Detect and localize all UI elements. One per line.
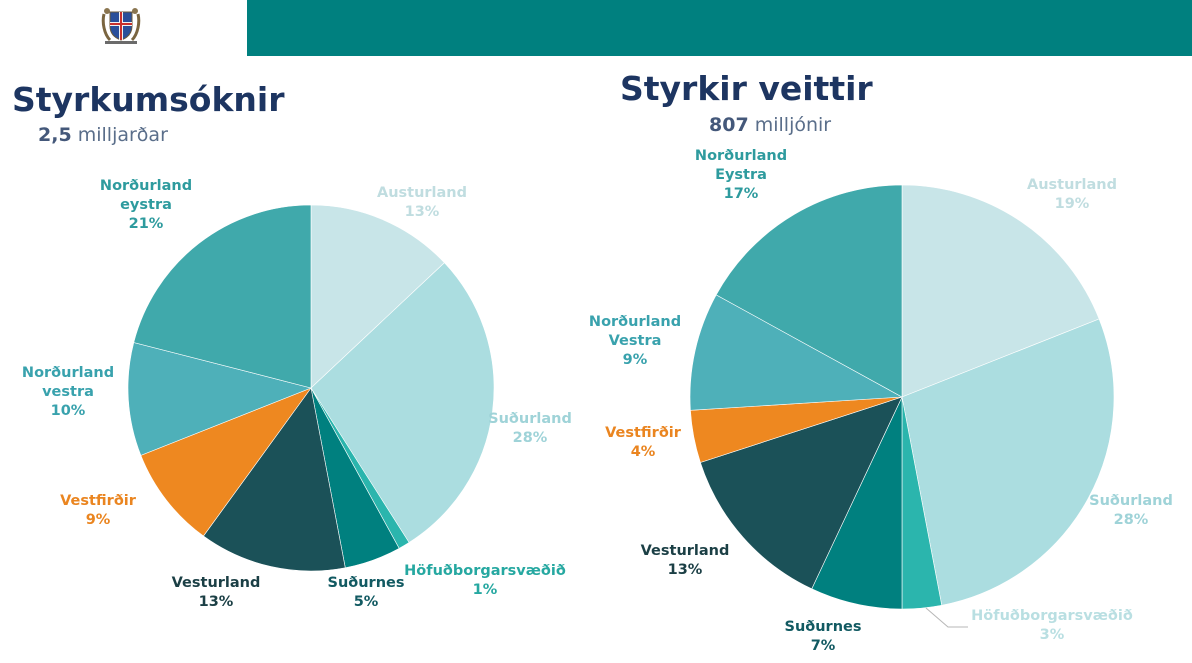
slice-label-percent: 9% <box>85 512 111 529</box>
slice-label-name: Austurland <box>1026 177 1118 193</box>
slice-label: Suðurland 28% <box>1089 492 1173 530</box>
slice-label-name: eystra <box>120 197 172 214</box>
slice-label-percent: 13% <box>198 594 234 611</box>
slice-label-name: Eystra <box>715 167 767 184</box>
slice-label-name: vestra <box>42 384 94 401</box>
pie-slice-norðurland-eystra <box>133 204 312 389</box>
pie-slice-norðurland-vestra <box>127 342 312 456</box>
pie-slice-vesturland <box>700 396 903 590</box>
pie-slice-norðurland-vestra <box>689 294 904 411</box>
slice-label: Vestfirðir 4% <box>605 424 681 462</box>
chart-subtitle: 2,5 milljarðar <box>38 126 168 145</box>
slice-label: Suðurland 28% <box>488 410 572 448</box>
slice-label: Höfuðborgarsvæðið 3% <box>971 607 1133 645</box>
slice-label-name: Suðurland <box>488 411 572 427</box>
pie-slice-norðurland-eystra <box>715 184 903 398</box>
slice-label-percent: 5% <box>353 594 379 611</box>
slice-label-percent: 1% <box>472 582 498 599</box>
slice-label-name: Norðurland <box>21 365 115 381</box>
slice-label-name: Höfuðborgarsvæðið <box>404 563 566 579</box>
slice-label-name: Norðurland <box>99 178 193 194</box>
slice-label-percent: 13% <box>404 204 440 221</box>
slice-label-percent: 28% <box>512 430 548 447</box>
slice-label: Norðurland eystra 21% <box>100 177 192 234</box>
slice-label-percent: 9% <box>622 352 648 369</box>
chart-title: Styrkumsóknir <box>12 80 285 119</box>
slice-label-percent: 7% <box>810 638 836 655</box>
slice-label-name: Höfuðborgarsvæðið <box>971 608 1133 624</box>
chart-title: Styrkir veittir <box>620 69 873 108</box>
slice-label-name: Suðurland <box>1089 493 1173 509</box>
slice-label: Norðurland Eystra 17% <box>695 147 787 204</box>
slice-label-name: Vestfirðir <box>605 425 681 441</box>
slice-label-name: Vesturland <box>640 543 730 559</box>
slice-label-percent: 21% <box>128 216 164 233</box>
slice-label-name: Norðurland <box>694 148 788 164</box>
slice-label: Austurland 19% <box>1027 176 1117 214</box>
subtitle-unit: milljarðar <box>77 124 168 146</box>
coat-of-arms-logo <box>101 4 141 46</box>
slice-label: Norðurland Vestra 9% <box>589 313 681 370</box>
slice-label-name: Suðurnes <box>784 619 862 635</box>
slice-label-name: Austurland <box>376 185 468 201</box>
leader-line <box>925 607 968 628</box>
slice-label: Höfuðborgarsvæðið 1% <box>404 562 566 600</box>
slice-label-percent: 19% <box>1054 196 1090 213</box>
slice-label: Vestfirðir 9% <box>60 492 136 530</box>
subtitle-value: 807 <box>709 114 749 136</box>
pie-slice-suðurland <box>310 262 495 543</box>
slice-label: Suðurnes 5% <box>328 574 405 612</box>
pie-slice-suðurland <box>901 318 1115 606</box>
pie-slice-vestfirðir <box>140 387 312 537</box>
slice-label-percent: 13% <box>667 562 703 579</box>
chart-subtitle: 807 milljónir <box>709 116 831 135</box>
slice-label-percent: 4% <box>630 444 656 461</box>
slice-label-percent: 10% <box>50 403 86 420</box>
slice-label-percent: 3% <box>1039 627 1065 644</box>
slice-label: Vesturland 13% <box>641 542 730 580</box>
slice-label-name: Vesturland <box>171 575 261 591</box>
pie-slice-austurland <box>901 184 1100 398</box>
subtitle-value: 2,5 <box>38 124 72 146</box>
slice-label-name: Norðurland <box>588 314 682 330</box>
subtitle-unit: milljónir <box>754 114 832 136</box>
slice-label-name: Suðurnes <box>327 575 405 591</box>
header-band <box>247 0 1192 56</box>
slice-label: Suðurnes 7% <box>785 618 862 656</box>
slice-label: Norðurland vestra 10% <box>22 364 114 421</box>
slice-label-percent: 28% <box>1113 512 1149 529</box>
slice-label: Vesturland 13% <box>172 574 261 612</box>
slice-label-name: Vestfirðir <box>60 493 136 509</box>
pie-slice-vesturland <box>203 387 346 572</box>
slice-label-percent: 17% <box>723 186 759 203</box>
slice-label-name: Vestra <box>608 333 662 350</box>
pie-slice-austurland <box>310 204 445 389</box>
slice-label: Austurland 13% <box>377 184 467 222</box>
